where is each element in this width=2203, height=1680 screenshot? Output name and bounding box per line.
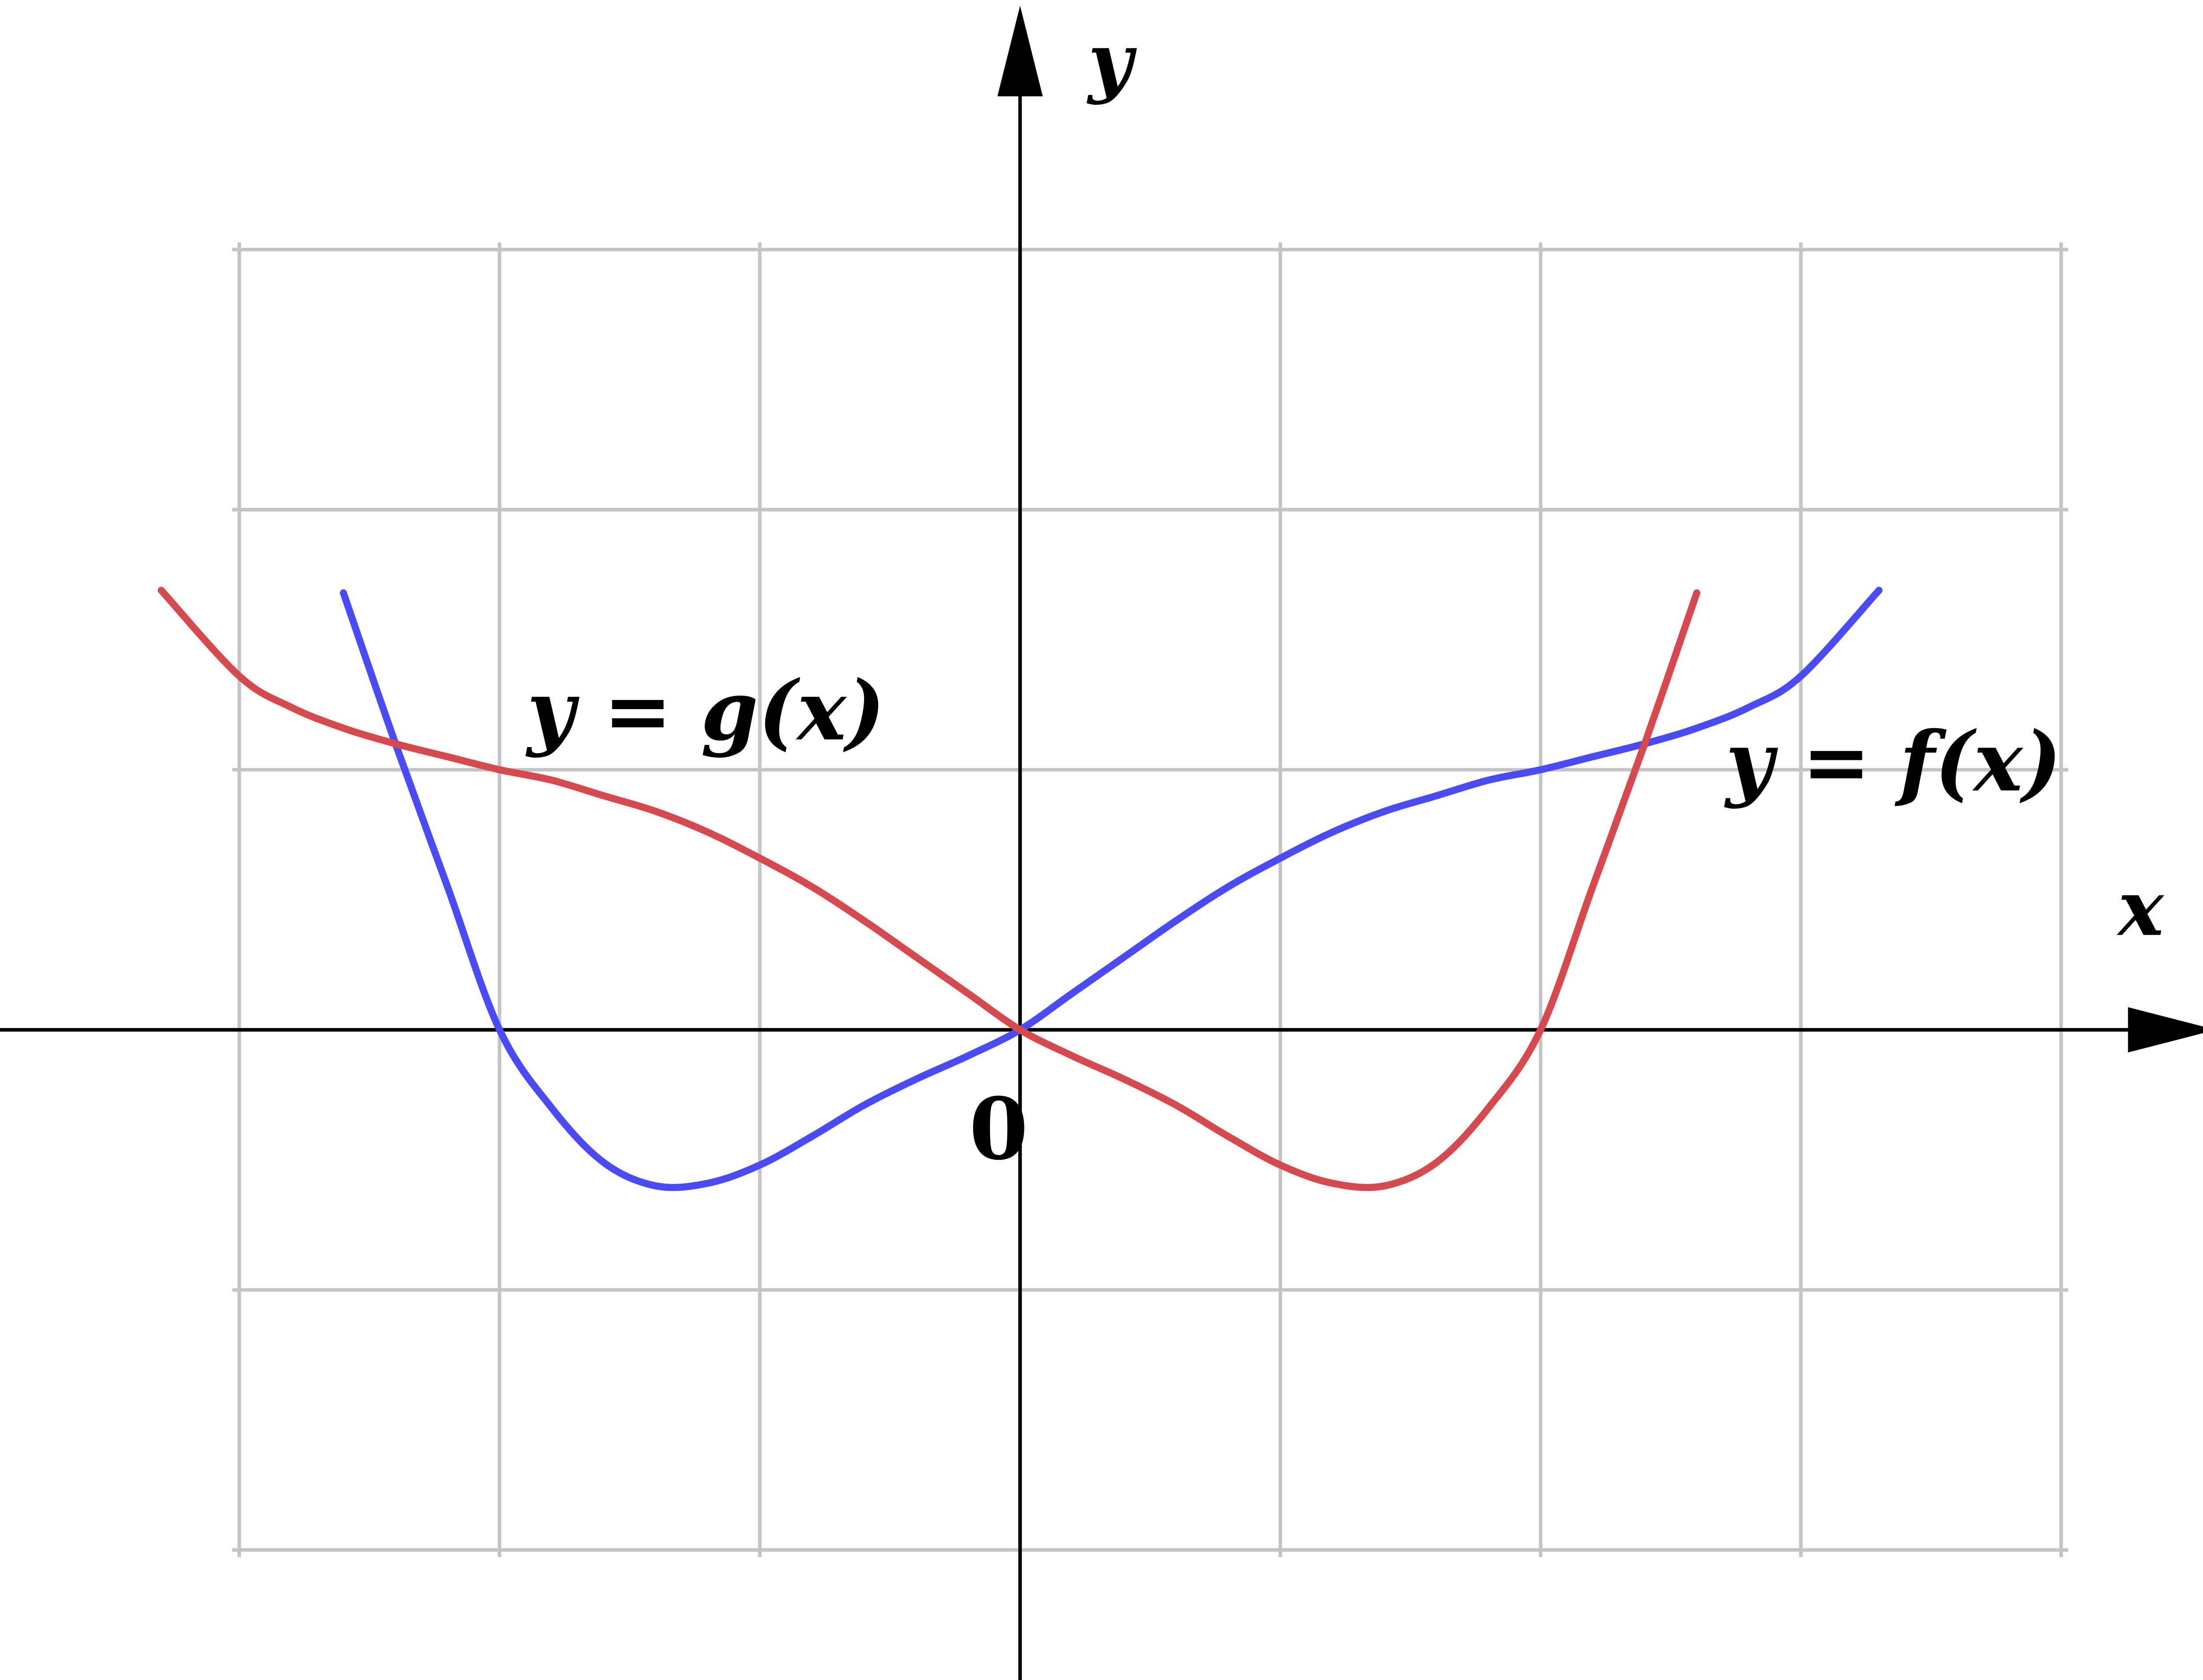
x-axis-label: x — [2116, 863, 2165, 953]
axes — [0, 5, 2203, 1680]
g-curve-label: y = g(x) — [525, 662, 885, 759]
labels: x y 0 y = g(x) y = f(x) — [525, 16, 2165, 1179]
f-curve-label: y = f(x) — [1724, 713, 2062, 810]
curve-g — [157, 587, 1701, 1191]
origin-label: 0 — [969, 1079, 1028, 1179]
grid — [232, 242, 2069, 1557]
y-axis-label: y — [1087, 16, 1137, 106]
x-axis-arrowhead — [2128, 1007, 2203, 1053]
curve-f — [340, 587, 1883, 1191]
curves — [157, 587, 1883, 1191]
y-axis-arrowhead — [997, 5, 1043, 96]
